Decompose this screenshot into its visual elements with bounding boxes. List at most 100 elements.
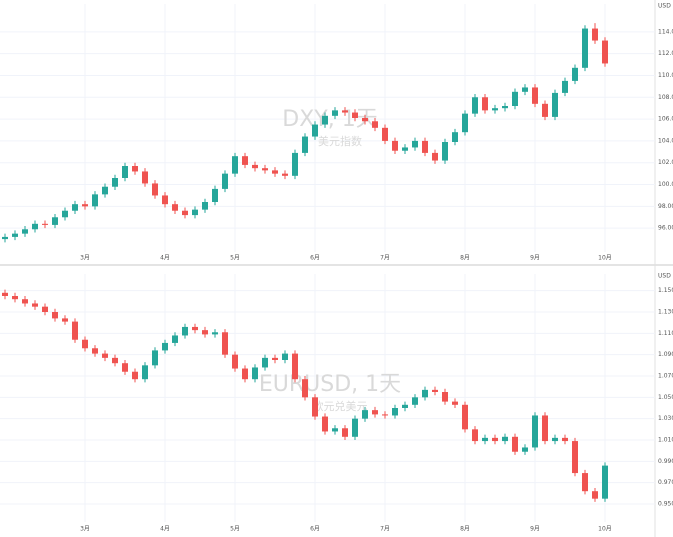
candle-body: [242, 156, 248, 165]
currency-label: USD: [658, 273, 671, 280]
candle-body: [432, 152, 438, 161]
candle-body: [122, 166, 128, 178]
candle-body: [252, 367, 258, 380]
candle-body: [212, 332, 218, 335]
candle-body: [62, 318, 68, 322]
candle-body: [312, 397, 318, 417]
y-tick-label: 114.000: [658, 28, 673, 35]
candle-body: [172, 335, 178, 343]
candle-body: [522, 87, 528, 92]
candle-body: [262, 357, 268, 368]
candle-body: [572, 441, 578, 474]
candle-body: [512, 436, 518, 452]
candle-body: [482, 437, 488, 442]
candle-body: [422, 140, 428, 153]
candle-body: [502, 106, 508, 109]
candle-body: [382, 127, 388, 141]
candle-body: [542, 103, 548, 117]
candle-body: [92, 194, 98, 207]
candle-body: [572, 67, 578, 81]
candle-body: [202, 202, 208, 210]
y-tick-label: 0.97000: [658, 479, 673, 486]
candle-body: [192, 326, 198, 331]
candle-body: [202, 330, 208, 335]
candle-body: [582, 28, 588, 68]
candle-body: [292, 152, 298, 176]
candle-body: [72, 321, 78, 340]
candle-body: [192, 209, 198, 216]
candle-body: [602, 40, 608, 64]
y-tick-label: 100.000: [658, 181, 673, 188]
candle-body: [2, 236, 8, 240]
candle-body: [412, 140, 418, 148]
candle-body: [402, 147, 408, 151]
candle-body: [382, 414, 388, 416]
candle-body: [102, 353, 108, 358]
candle-body: [392, 140, 398, 151]
candle-body: [182, 326, 188, 336]
candle-body: [552, 437, 558, 442]
candle-body: [222, 332, 228, 355]
candle-body: [532, 415, 538, 448]
currency-label: USD: [658, 3, 671, 10]
candle-body: [482, 97, 488, 111]
candle-body: [232, 354, 238, 369]
candle-body: [432, 389, 438, 392]
y-tick-label: 96.000: [658, 225, 673, 232]
watermark-title: EURUSD, 1天: [259, 372, 401, 397]
candle-body: [152, 350, 158, 366]
candle-body: [362, 118, 368, 122]
candle-body: [562, 80, 568, 93]
candle-body: [332, 110, 338, 116]
candle-body: [132, 166, 138, 172]
candle-body: [32, 223, 38, 230]
candle-body: [492, 108, 498, 111]
y-tick-label: 1.09000: [658, 351, 673, 358]
y-tick-label: 106.000: [658, 116, 673, 123]
candle-body: [442, 392, 448, 402]
candle-body: [132, 371, 138, 380]
candle-body: [262, 168, 268, 171]
candle-body: [412, 397, 418, 405]
candle-body: [312, 124, 318, 137]
candle-body: [82, 339, 88, 349]
candle-body: [552, 92, 558, 117]
x-tick-label: 9月: [530, 526, 540, 533]
candle-body: [532, 87, 538, 104]
candle-body: [52, 217, 58, 225]
candle-body: [302, 379, 308, 398]
candle-body: [402, 404, 408, 408]
y-tick-label: 1.03000: [658, 415, 673, 422]
candle-body: [362, 410, 368, 419]
candle-body: [52, 312, 58, 319]
y-tick-label: 102.000: [658, 159, 673, 166]
candle-body: [2, 292, 8, 296]
candle-body: [462, 113, 468, 133]
x-tick-label: 5月: [230, 526, 240, 533]
candle-body: [422, 389, 428, 398]
candle-body: [12, 233, 18, 237]
candle-body: [562, 437, 568, 442]
y-tick-label: 1.01000: [658, 437, 673, 444]
candle-body: [22, 299, 28, 304]
candle-body: [342, 428, 348, 437]
candle-body: [22, 229, 28, 234]
x-tick-label: 8月: [460, 526, 470, 533]
y-tick-label: 104.000: [658, 137, 673, 144]
x-tick-label: 3月: [80, 255, 90, 262]
candle-body: [92, 348, 98, 354]
y-tick-label: 112.000: [658, 50, 673, 57]
watermark-subtitle: 欧元兑美元: [313, 399, 368, 413]
candle-body: [12, 296, 18, 300]
y-tick-label: 1.13000: [658, 309, 673, 316]
candle-body: [42, 223, 48, 225]
candle-body: [112, 178, 118, 187]
candle-body: [372, 410, 378, 415]
candle-body: [522, 447, 528, 452]
candle-body: [162, 195, 168, 205]
candle-body: [212, 188, 218, 202]
candle-body: [442, 142, 448, 161]
candle-body: [122, 363, 128, 372]
y-tick-label: 0.95000: [658, 501, 673, 508]
x-tick-label: 6月: [310, 526, 320, 533]
